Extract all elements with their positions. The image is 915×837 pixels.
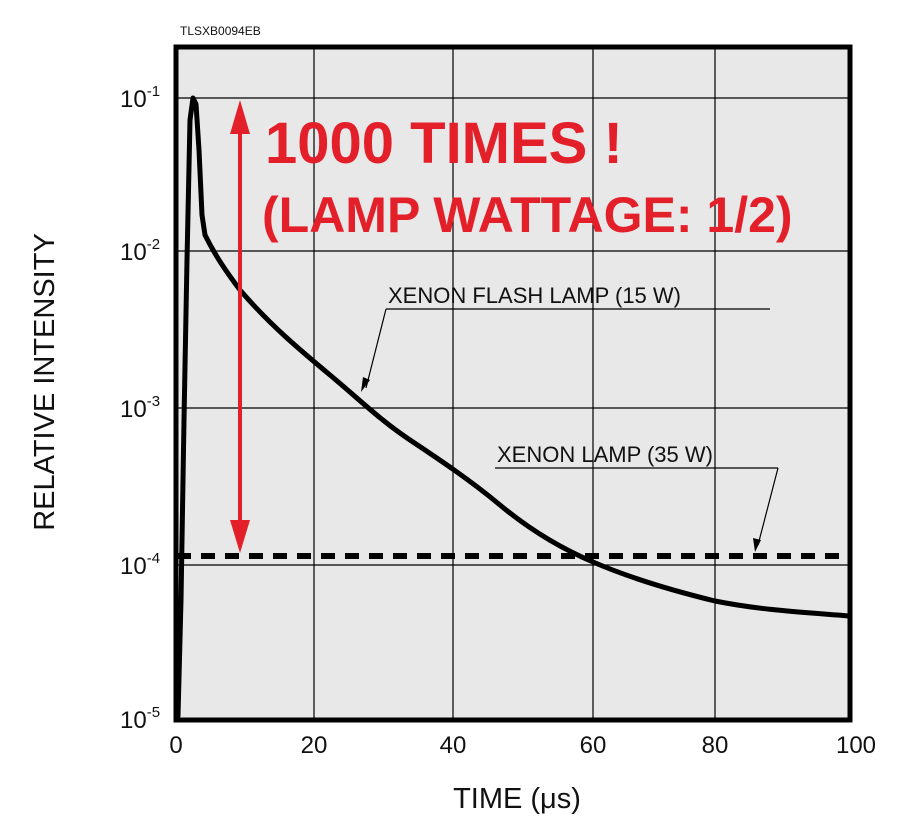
y-tick-1e-2: 10-2 (120, 236, 160, 266)
y-tick-1e-4: 10-4 (120, 550, 160, 580)
figure-code: TLSXB0094EB (180, 24, 261, 38)
x-tick-60: 60 (580, 732, 607, 759)
arrow-up-icon (230, 100, 250, 134)
x-axis-title: TIME (μs) (453, 783, 581, 815)
x-tick-40: 40 (440, 732, 467, 759)
xenon-flash-lamp-curve (175, 95, 852, 719)
x-tick-100: 100 (836, 732, 876, 759)
arrow-down-icon (230, 520, 250, 553)
y-tick-1e-1: 10-1 (120, 83, 160, 113)
flash-lamp-label: XENON FLASH LAMP (15 W) (388, 283, 681, 308)
xenon-lamp-leader (757, 467, 779, 546)
xenon-lamp-arrow-icon (753, 538, 761, 552)
x-tick-0: 0 (169, 732, 182, 759)
x-tick-80: 80 (702, 732, 729, 759)
subheadline: (LAMP WATTAGE: 1/2) (262, 187, 793, 243)
double-headed-arrow (230, 100, 250, 553)
xenon-lamp-label: XENON LAMP (35 W) (497, 442, 713, 467)
y-tick-1e-5: 10-5 (120, 704, 160, 734)
flash-lamp-arrow-icon (361, 377, 370, 392)
gridlines (177, 48, 849, 719)
plot-frame (173, 44, 853, 723)
y-axis-title: RELATIVE INTENSITY (29, 233, 61, 531)
x-axis-ticks: 0 20 40 60 80 100 (169, 732, 876, 759)
x-tick-20: 20 (301, 732, 328, 759)
flash-lamp-leader (365, 308, 387, 389)
y-axis-ticks: 10-1 10-2 10-3 10-4 10-5 (120, 83, 160, 734)
y-tick-1e-3: 10-3 (120, 393, 160, 423)
headline: 1000 TIMES ! (265, 111, 623, 176)
